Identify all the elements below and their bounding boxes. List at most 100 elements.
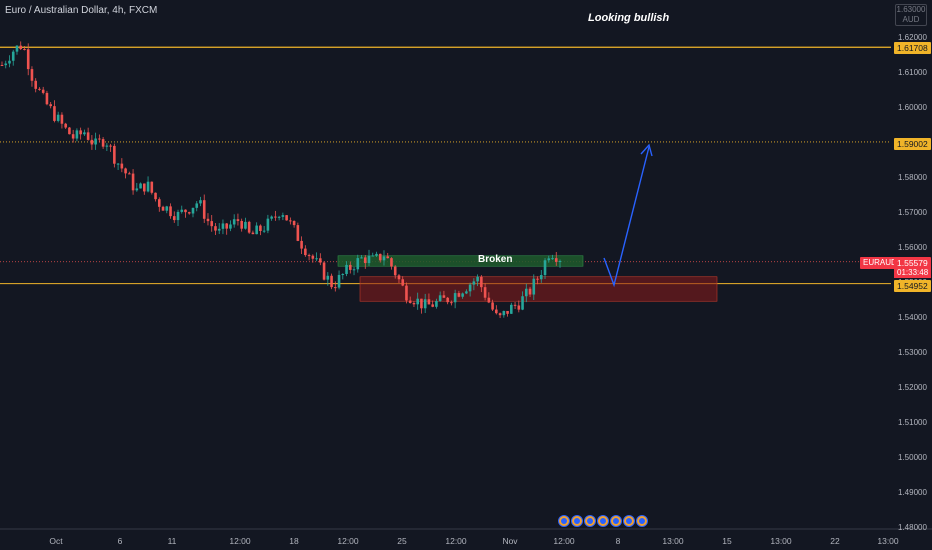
candle-up [521, 296, 524, 310]
candle-up [277, 216, 281, 218]
economic-events[interactable] [558, 515, 648, 527]
candle-down [322, 262, 326, 280]
candle-down [131, 173, 135, 191]
broken-rect [337, 255, 584, 267]
candle-down [128, 173, 131, 175]
x-tick-label: 13:00 [770, 536, 792, 546]
x-tick-label: 11 [168, 536, 177, 546]
candle-down [408, 300, 412, 303]
candle-down [401, 279, 405, 286]
x-tick-label: 12:00 [445, 536, 467, 546]
candle-down [79, 130, 82, 135]
candle-down [536, 278, 539, 280]
candle-up [416, 298, 419, 305]
candle-up [94, 138, 97, 145]
candle-down [225, 223, 228, 229]
candle-up [465, 291, 468, 294]
candle-up [270, 216, 273, 219]
candle-down [187, 212, 191, 214]
candle-down [289, 220, 292, 222]
economic-event-icon[interactable] [597, 515, 609, 527]
candle-up [116, 163, 120, 165]
candle-down [101, 139, 105, 147]
candle-down [378, 253, 382, 261]
y-tick-label: 1.60000 [898, 103, 927, 112]
zones [337, 255, 718, 302]
y-tick-label: 1.57000 [898, 208, 927, 217]
candle-down [161, 206, 165, 211]
candle-down [330, 275, 333, 288]
candle-down [554, 258, 558, 262]
bar-countdown: 01:33:48 [894, 268, 932, 278]
axis-currency-unit: AUD [902, 15, 920, 24]
candle-up [382, 256, 386, 261]
support-zone-rect [359, 276, 718, 302]
candle-up [423, 299, 427, 309]
candle-up [476, 276, 479, 282]
projection-arrow[interactable] [603, 143, 653, 288]
x-tick-label: 13:00 [662, 536, 684, 546]
economic-event-icon[interactable] [610, 515, 622, 527]
chart-note[interactable]: Looking bullish [588, 12, 670, 24]
axis-currency-label[interactable]: 1.63000 AUD [895, 4, 927, 26]
candle-down [154, 192, 157, 200]
candle-down [427, 299, 431, 305]
economic-event-icon[interactable] [636, 515, 648, 527]
candle-down [528, 288, 532, 295]
candle-up [266, 218, 270, 231]
candle-down [86, 132, 90, 140]
candle-up [217, 228, 221, 231]
candle-down [0, 65, 4, 66]
y-tick-label: 1.58000 [898, 173, 927, 182]
candles [0, 41, 562, 319]
economic-event-icon[interactable] [584, 515, 596, 527]
candle-down [71, 134, 75, 139]
candle-down [390, 258, 393, 267]
x-tick-label: 13:00 [877, 536, 899, 546]
candle-up [551, 258, 554, 260]
x-tick-label: 12:00 [553, 536, 575, 546]
y-tick-label: 1.51000 [898, 418, 927, 427]
x-tick-label: 12:00 [337, 536, 359, 546]
symbol-tag: EURAUD [860, 257, 900, 269]
candle-up [180, 209, 184, 212]
y-tick-label: 1.61000 [898, 68, 927, 77]
candle-down [19, 45, 23, 50]
economic-event-icon[interactable] [623, 515, 635, 527]
candle-down [274, 216, 277, 218]
candle-down [446, 297, 449, 303]
candle-up [461, 293, 464, 297]
candle-down [240, 220, 243, 229]
candle-down [431, 304, 434, 307]
candle-up [139, 183, 142, 189]
candle-down [157, 199, 161, 207]
candle-down [98, 138, 101, 140]
candle-up [558, 261, 562, 263]
symbol-header[interactable]: Euro / Australian Dollar, 4h, FXCM [5, 5, 158, 16]
candle-up [75, 130, 79, 139]
candle-up [255, 225, 258, 235]
support-price-tag: 1.54952 [894, 280, 931, 292]
y-tick-label: 1.54000 [898, 313, 927, 322]
candle-up [56, 114, 60, 121]
candle-down [397, 275, 401, 280]
candle-up [352, 269, 356, 271]
candle-down [113, 145, 116, 164]
economic-event-icon[interactable] [571, 515, 583, 527]
candle-down [38, 88, 41, 90]
candle-up [371, 255, 375, 257]
candle-down [214, 226, 217, 231]
economic-event-icon[interactable] [558, 515, 570, 527]
candle-down [319, 258, 322, 263]
y-tick-label: 1.49000 [898, 488, 927, 497]
candle-down [292, 220, 296, 226]
candle-up [176, 211, 180, 221]
candle-down [34, 80, 38, 89]
y-tick-label: 1.52000 [898, 383, 927, 392]
candle-up [195, 203, 199, 208]
candle-up [360, 257, 363, 259]
candle-up [337, 274, 341, 288]
candle-up [453, 293, 457, 303]
y-tick-label: 1.50000 [898, 453, 927, 462]
